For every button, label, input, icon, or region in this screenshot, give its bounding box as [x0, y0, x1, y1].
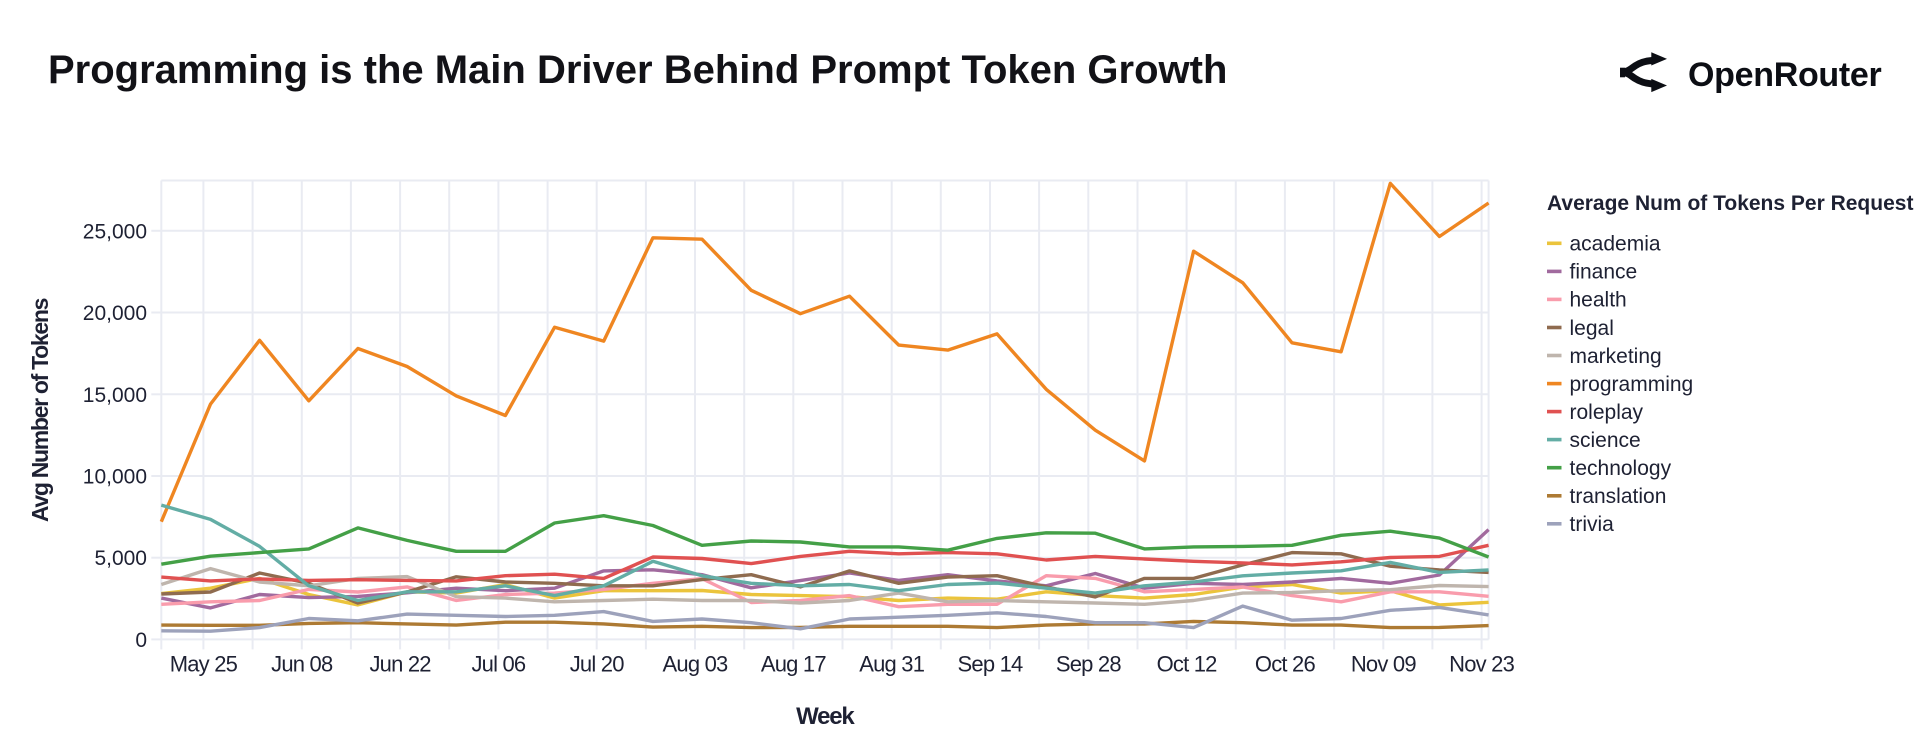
svg-text:5,000: 5,000 — [94, 547, 147, 570]
svg-text:Jul 06: Jul 06 — [471, 652, 525, 677]
svg-text:10,000: 10,000 — [83, 466, 147, 489]
svg-text:Week: Week — [796, 703, 855, 730]
svg-text:trivia: trivia — [1570, 513, 1615, 536]
svg-text:Average Num of Tokens Per Requ: Average Num of Tokens Per Request — [1547, 192, 1913, 215]
svg-text:programming: programming — [1570, 373, 1694, 396]
svg-text:Aug 03: Aug 03 — [663, 652, 728, 677]
svg-text:Jun 08: Jun 08 — [271, 652, 333, 677]
svg-text:Jun 22: Jun 22 — [369, 652, 431, 677]
svg-text:15,000: 15,000 — [83, 384, 147, 407]
svg-text:translation: translation — [1570, 485, 1667, 508]
svg-text:Sep 14: Sep 14 — [958, 652, 1023, 677]
svg-text:technology: technology — [1570, 457, 1672, 480]
svg-text:Aug 17: Aug 17 — [761, 652, 826, 677]
svg-text:roleplay: roleplay — [1570, 401, 1644, 424]
svg-text:finance: finance — [1570, 261, 1638, 284]
svg-text:legal: legal — [1570, 317, 1614, 340]
svg-text:academia: academia — [1570, 233, 1661, 256]
svg-text:Sep 28: Sep 28 — [1056, 652, 1121, 677]
svg-text:Oct 12: Oct 12 — [1157, 652, 1218, 677]
svg-text:health: health — [1570, 289, 1627, 312]
svg-text:20,000: 20,000 — [83, 302, 147, 325]
svg-text:May 25: May 25 — [170, 652, 238, 677]
svg-text:25,000: 25,000 — [83, 220, 147, 243]
svg-text:Nov 09: Nov 09 — [1351, 652, 1416, 677]
svg-text:Nov 23: Nov 23 — [1449, 652, 1514, 677]
svg-text:Aug 31: Aug 31 — [859, 652, 924, 677]
svg-text:Avg Number of Tokens: Avg Number of Tokens — [27, 298, 53, 522]
svg-text:Jul 20: Jul 20 — [570, 652, 624, 677]
svg-text:Oct 26: Oct 26 — [1255, 652, 1316, 677]
svg-text:science: science — [1570, 429, 1641, 452]
svg-text:0: 0 — [135, 629, 147, 652]
svg-text:marketing: marketing — [1570, 345, 1662, 368]
